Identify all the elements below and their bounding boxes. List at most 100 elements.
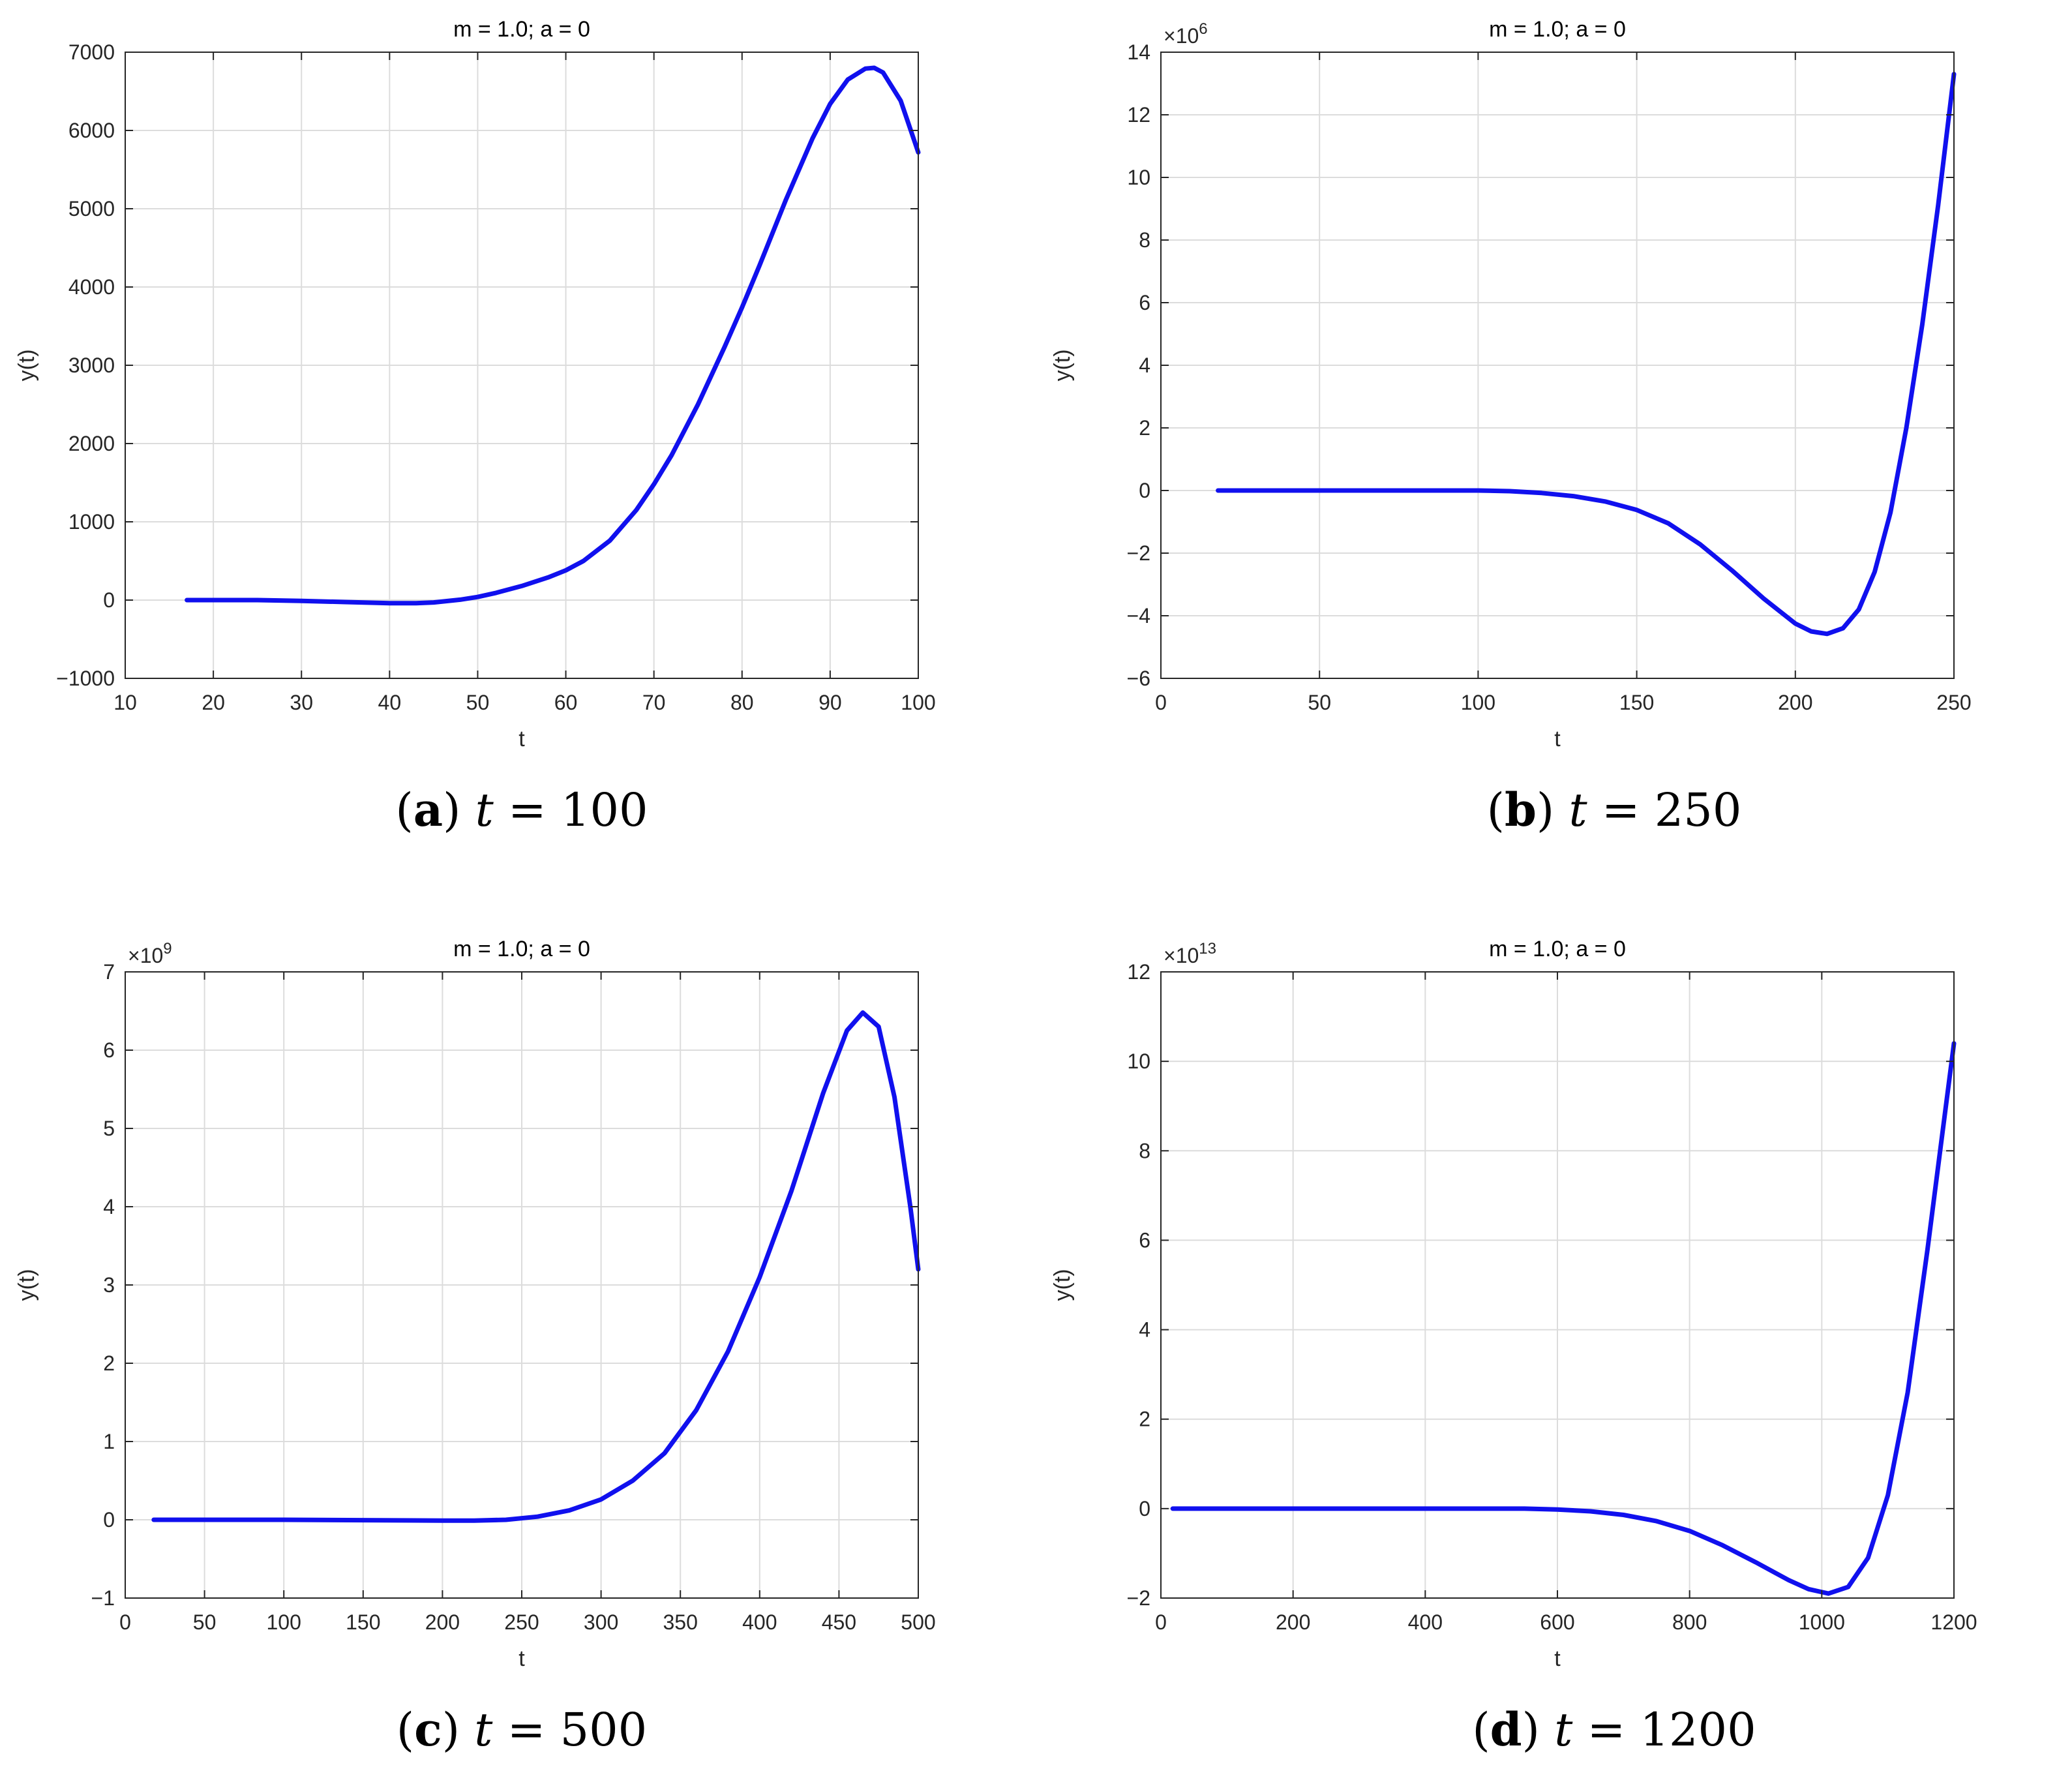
data-point — [388, 602, 391, 605]
y-tick-label: 6 — [1139, 291, 1150, 314]
x-tick-label: 40 — [378, 691, 402, 714]
x-tick-label: 100 — [1461, 691, 1495, 714]
data-point — [1825, 633, 1828, 635]
data-point — [864, 67, 867, 70]
x-tick-label: 90 — [818, 691, 842, 714]
y-tick-label: 4000 — [68, 275, 115, 299]
data-point — [441, 1519, 443, 1522]
chart-title: m = 1.0; a = 0 — [1489, 937, 1626, 961]
data-point — [608, 539, 611, 542]
x-tick-label: 50 — [1308, 691, 1331, 714]
x-tick-label: 50 — [193, 1610, 217, 1634]
data-point — [758, 1276, 761, 1278]
data-point — [847, 78, 849, 81]
data-point — [653, 483, 655, 485]
data-point — [631, 1479, 634, 1482]
y-tick-label: 3 — [103, 1273, 115, 1297]
x-axis-label: t — [518, 1646, 525, 1671]
x-tick-label: 0 — [1155, 691, 1167, 714]
y-tick-label: −2 — [1127, 541, 1150, 565]
data-point — [1867, 1556, 1869, 1559]
data-point — [1604, 500, 1606, 503]
caption-var: t — [1554, 1703, 1573, 1757]
data-point — [1788, 1579, 1790, 1582]
x-tick-label: 150 — [1619, 691, 1654, 714]
data-point — [568, 1509, 571, 1512]
data-point — [1572, 495, 1574, 498]
data-point — [282, 1518, 285, 1521]
data-point — [1731, 569, 1734, 571]
y-axis-label: y(t) — [14, 1269, 39, 1301]
y-axis-label: y(t) — [1050, 349, 1075, 381]
data-point — [1937, 204, 1940, 207]
x-tick-label: 1000 — [1799, 1610, 1845, 1634]
data-point — [256, 599, 259, 601]
x-tick-label: 200 — [1276, 1610, 1310, 1634]
x-tick-label: 250 — [1936, 691, 1971, 714]
x-tick-label: 80 — [730, 691, 754, 714]
x-tick-label: 200 — [1778, 691, 1812, 714]
data-point — [1857, 608, 1860, 611]
series-line — [1170, 1041, 1957, 1596]
data-point — [1509, 490, 1511, 492]
x-tick-label: 100 — [267, 1610, 301, 1634]
data-point — [1477, 489, 1479, 492]
data-point — [153, 1518, 155, 1521]
grid-lines — [1161, 52, 1954, 678]
y-tick-label: 14 — [1127, 40, 1150, 64]
data-point — [635, 509, 638, 511]
data-point — [1622, 1513, 1625, 1516]
data-point — [1655, 1520, 1658, 1522]
data-point — [727, 1350, 729, 1353]
data-point — [582, 560, 585, 562]
data-point — [476, 596, 479, 598]
data-point — [785, 198, 787, 201]
x-tick-label: 1200 — [1930, 1610, 1977, 1634]
data-point — [1754, 1561, 1757, 1563]
y-tick-label: 7 — [103, 960, 115, 984]
data-point — [1887, 1494, 1889, 1496]
data-point — [1810, 630, 1812, 633]
data-point — [899, 99, 902, 102]
x-tick-label: 50 — [466, 691, 490, 714]
data-point — [432, 601, 435, 604]
caption-eq: = — [1572, 1703, 1640, 1757]
y-tick-label: −2 — [1127, 1586, 1150, 1610]
x-tick-label: 100 — [901, 691, 935, 714]
x-tick-label: 400 — [742, 1610, 777, 1634]
caption-d: (d) t = 1200 — [1472, 1702, 1756, 1757]
data-point — [344, 601, 347, 603]
y-tick-label: −6 — [1127, 667, 1150, 690]
data-point — [505, 1518, 507, 1521]
y-exponent-label: ×106 — [1164, 20, 1208, 48]
data-point — [697, 403, 699, 406]
chart-panel-a: 10 20 30 40 50 60 70 80 90 100 −1000 0 1000 2000 3000 4… — [14, 17, 936, 751]
y-tick-label: −1 — [91, 1586, 115, 1610]
chart-panel-c: 0 50 100 150 200 250 300 350 400 450 500−101234567… — [14, 937, 936, 1671]
data-point — [663, 1452, 666, 1455]
data-point — [1667, 522, 1670, 524]
x-tick-label: 70 — [642, 691, 666, 714]
data-point — [1873, 571, 1876, 573]
chart-title: m = 1.0; a = 0 — [1489, 17, 1626, 42]
x-tick-label: 20 — [202, 691, 225, 714]
data-point — [547, 576, 550, 579]
data-point — [723, 346, 726, 348]
caption-label: a — [413, 783, 443, 837]
y-exponent-label: ×109 — [128, 940, 172, 967]
data-point — [565, 569, 567, 571]
y-tick-label: 0 — [1139, 1497, 1150, 1520]
data-point — [1217, 489, 1220, 492]
x-axis-label: t — [1554, 727, 1561, 751]
data-point — [811, 137, 814, 140]
data-point — [822, 1092, 824, 1095]
data-point — [670, 454, 673, 457]
data-point — [1358, 1507, 1360, 1510]
data-point — [520, 584, 523, 587]
data-point — [1905, 427, 1908, 429]
data-point — [893, 1096, 896, 1098]
y-tick-label: 6 — [1139, 1228, 1150, 1252]
y-tick-label: 2 — [103, 1352, 115, 1375]
